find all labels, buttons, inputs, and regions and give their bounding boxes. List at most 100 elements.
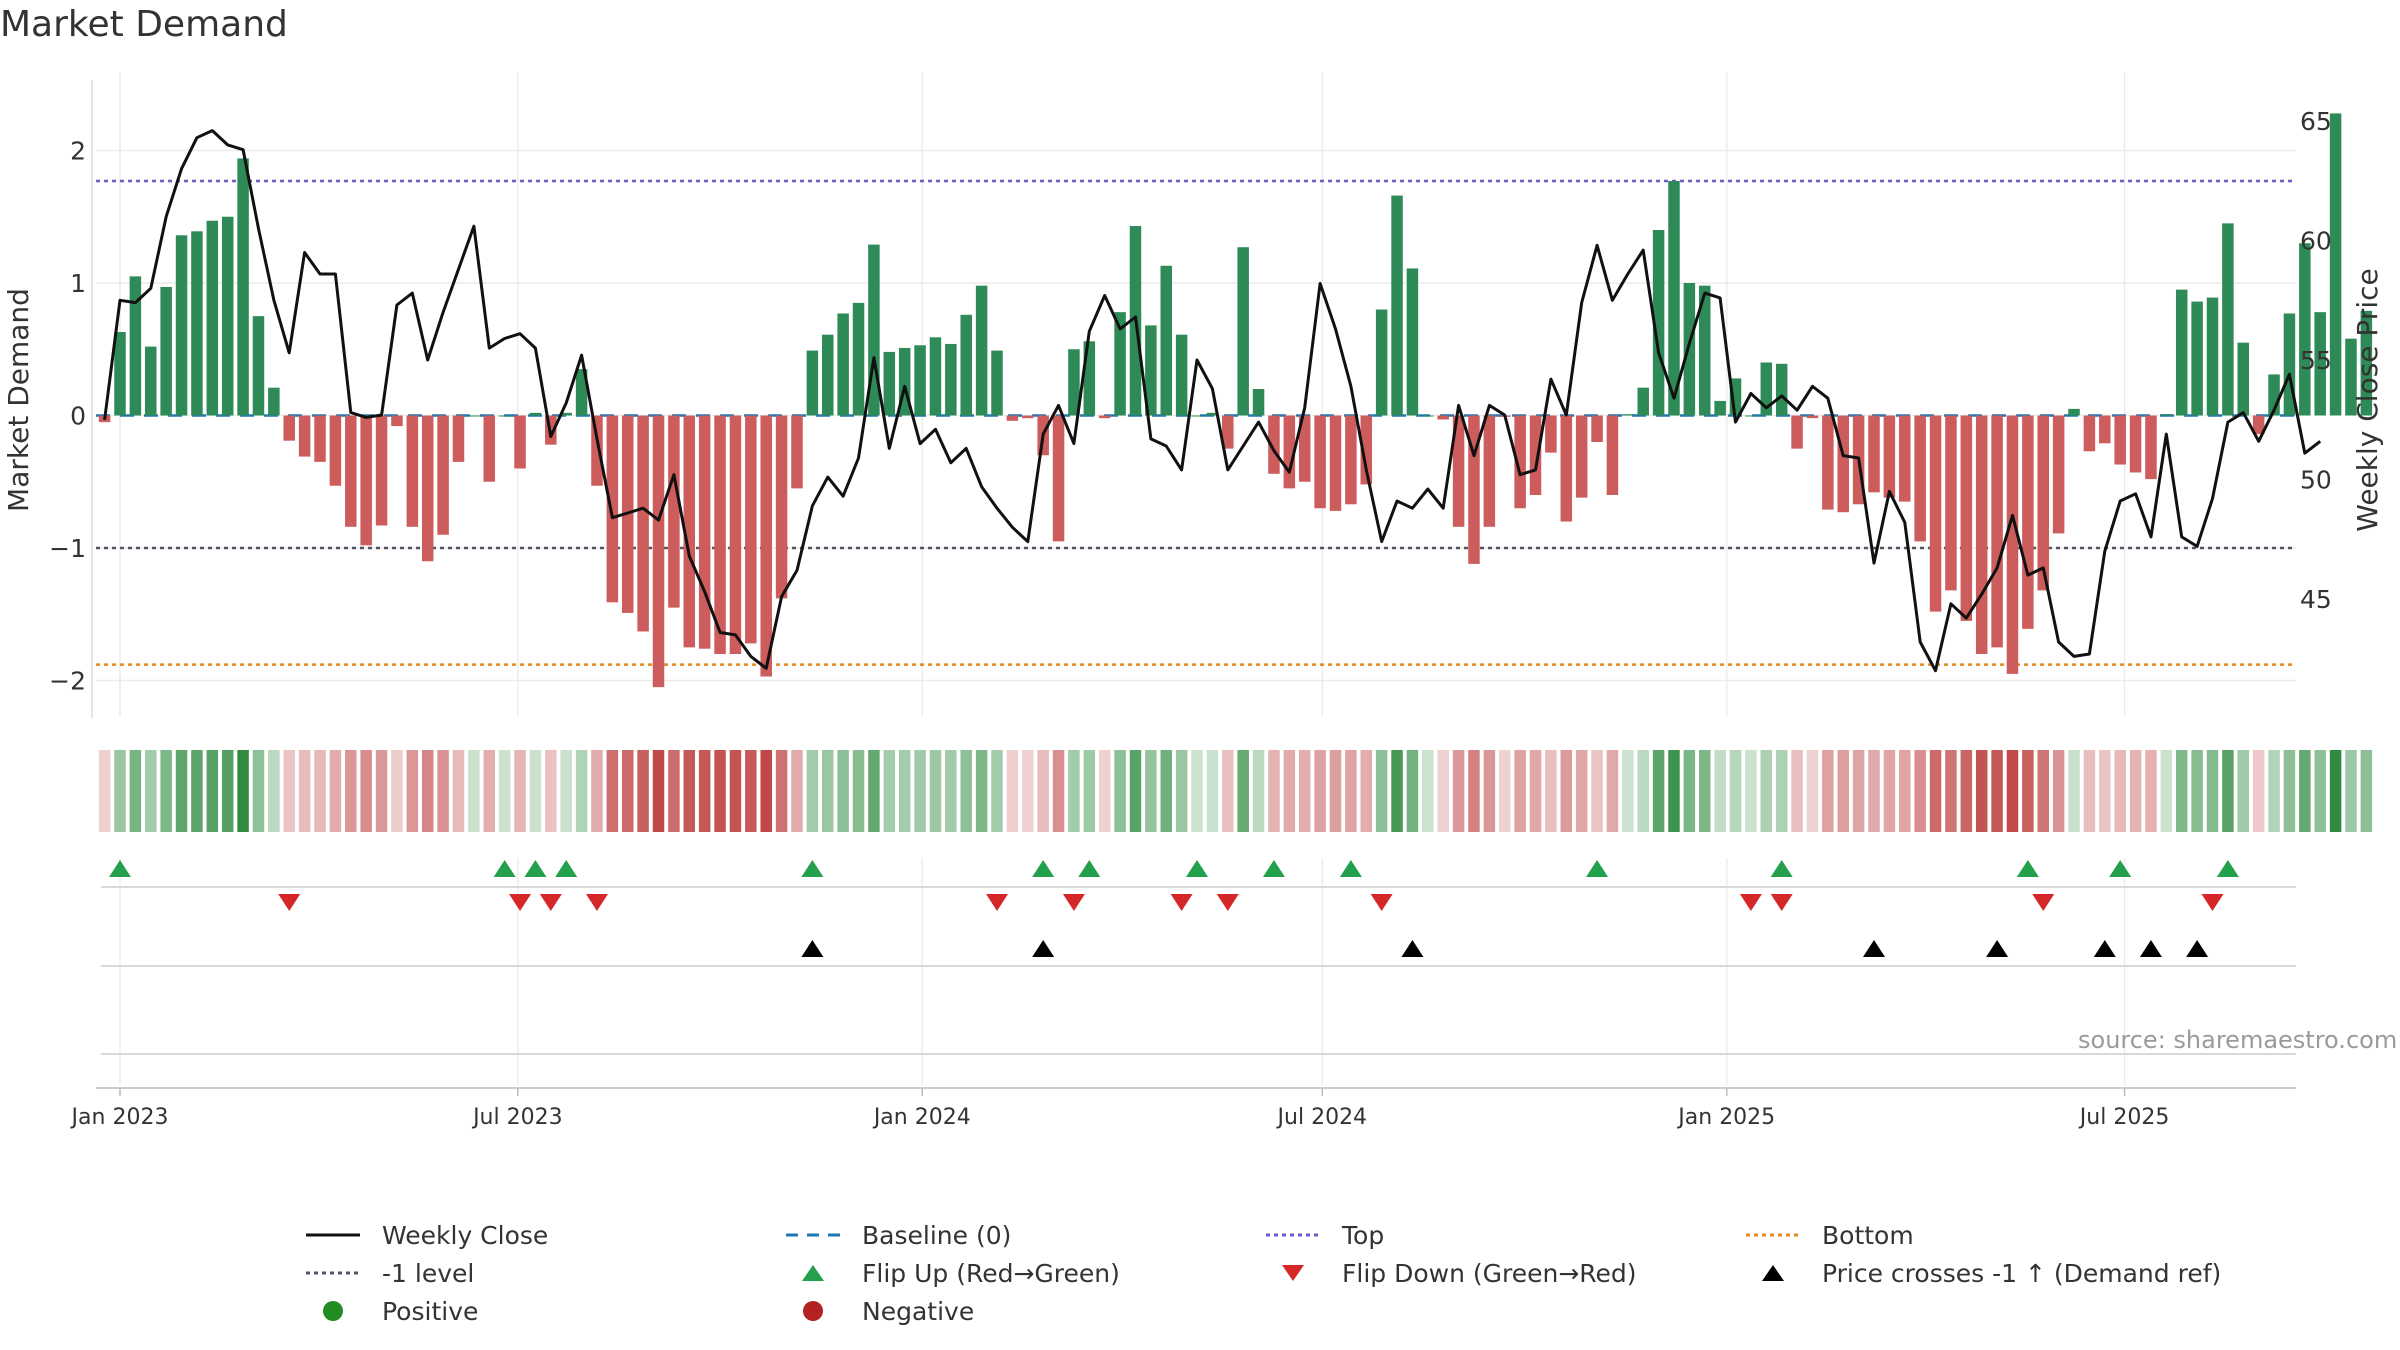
- heat-cell: [2160, 750, 2173, 832]
- x-tick-label: Jul 2024: [1276, 1105, 1368, 1130]
- heat-cell: [529, 750, 542, 832]
- heat-cell: [375, 750, 388, 832]
- heat-cell: [914, 750, 926, 832]
- heat-cell: [2252, 750, 2265, 832]
- demand-bar: [1899, 415, 1911, 502]
- demand-bar: [1391, 195, 1403, 416]
- heat-cell: [2283, 750, 2296, 832]
- demand-bar: [1252, 389, 1265, 416]
- demand-bar: [1237, 247, 1249, 416]
- heat-cell: [745, 750, 757, 832]
- demand-bars: [98, 113, 2373, 688]
- heat-cell: [1129, 750, 1142, 832]
- heat-cell: [1837, 750, 1849, 832]
- heat-cell: [1160, 750, 1172, 832]
- heat-cell: [1775, 750, 1788, 832]
- demand-bar: [1699, 285, 1711, 416]
- legend-triangle-up: [1762, 1265, 1784, 1281]
- flip-up-marker: [1262, 860, 1285, 877]
- heat-cell: [1668, 750, 1680, 832]
- demand-bar: [2283, 313, 2296, 416]
- heat-cell: [2345, 750, 2357, 832]
- legend-item-positive: Positive: [300, 1294, 478, 1328]
- demand-bar: [975, 285, 988, 416]
- demand-bar: [1606, 415, 1619, 495]
- demand-bar: [868, 244, 880, 416]
- flip-down-marker: [1770, 894, 1793, 911]
- heat-cell: [2191, 750, 2203, 832]
- heat-cell: [1622, 750, 1634, 832]
- heat-cell: [714, 750, 726, 832]
- axes: −2 −1 0 1 2 45 50 55 60 65 Jan 2023 Jul 2023 Jan 202…: [2, 80, 2384, 1130]
- flip-down-marker: [1739, 894, 1762, 911]
- heat-cell: [2360, 750, 2373, 832]
- demand-bar: [929, 337, 942, 416]
- demand-bar: [791, 415, 803, 489]
- demand-bar: [437, 415, 449, 535]
- heat-cell: [1052, 750, 1065, 832]
- demand-bar: [837, 313, 849, 416]
- price-line: [103, 129, 2322, 673]
- heat-cell: [2268, 750, 2280, 832]
- legend-item-weekly_close: Weekly Close: [300, 1218, 548, 1252]
- demand-bar: [1883, 415, 1896, 498]
- demand-bar: [1437, 415, 1449, 420]
- y-tick-label: 2: [70, 137, 86, 166]
- price-line-group: [103, 129, 2322, 673]
- heat-cell: [1452, 750, 1465, 832]
- demand-bar: [1914, 415, 1926, 542]
- heat-cell: [1298, 750, 1311, 832]
- legend-label: Flip Up (Red→Green): [862, 1258, 1120, 1288]
- heat-cell: [2083, 750, 2096, 832]
- y2-axis-label: Weekly Close Price: [2351, 268, 2384, 531]
- heat-cell: [2299, 750, 2311, 832]
- y2-tick-label: 65: [2300, 107, 2332, 136]
- chart-title: Market Demand: [0, 4, 288, 45]
- demand-bar: [1360, 415, 1373, 485]
- heat-cell: [1422, 750, 1434, 832]
- heat-cell: [1268, 750, 1280, 832]
- heat-cell: [268, 750, 280, 832]
- source-credit: source: sharemaestro.com: [2078, 1026, 2398, 1054]
- heat-cell: [129, 750, 142, 832]
- heat-cell: [1560, 750, 1573, 832]
- legend-label: Baseline (0): [862, 1220, 1012, 1250]
- demand-bar: [1175, 334, 1188, 416]
- legend-triangle-up: [802, 1265, 824, 1281]
- legend-symbol: [803, 1301, 823, 1321]
- legend-symbol: [1762, 1265, 1784, 1281]
- demand-bar: [2129, 415, 2142, 473]
- demand-bar: [1806, 415, 1819, 419]
- y-tick-label: −2: [49, 667, 86, 696]
- demand-bar: [1960, 415, 1973, 621]
- demand-bar: [2299, 243, 2311, 416]
- demand-bar: [2222, 223, 2234, 416]
- demand-bar: [268, 387, 280, 416]
- heat-cell: [145, 750, 157, 832]
- flip-up-marker: [1339, 860, 1362, 877]
- demand-bar: [2037, 415, 2049, 591]
- heat-cell: [1206, 750, 1219, 832]
- heat-cell: [406, 750, 419, 832]
- heat-cell: [221, 750, 234, 832]
- y2-tick-label: 45: [2300, 585, 2332, 614]
- heat-cell: [1098, 750, 1111, 832]
- demand-bar: [883, 351, 896, 416]
- demand-bar: [2360, 310, 2373, 416]
- demand-bar: [806, 350, 819, 416]
- y-tick-label: 0: [70, 402, 86, 431]
- flip-up-marker: [1078, 860, 1101, 877]
- legend-dot: [803, 1301, 823, 1321]
- legend-item-flip_down: Flip Down (Green→Red): [1260, 1256, 1637, 1290]
- heat-cell: [2114, 750, 2126, 832]
- legend: Weekly Close Baseline (0) Top Bottom -1 leve…: [300, 1218, 2300, 1338]
- heat-cell: [1114, 750, 1126, 832]
- heat-cell: [2022, 750, 2034, 832]
- demand-bar: [391, 415, 403, 427]
- legend-label: Top: [1342, 1220, 1385, 1250]
- legend-item-bottom: Bottom: [1740, 1218, 1914, 1252]
- demand-bar: [1222, 415, 1234, 449]
- flip-down-marker: [1370, 894, 1393, 911]
- demand-bar: [206, 220, 219, 416]
